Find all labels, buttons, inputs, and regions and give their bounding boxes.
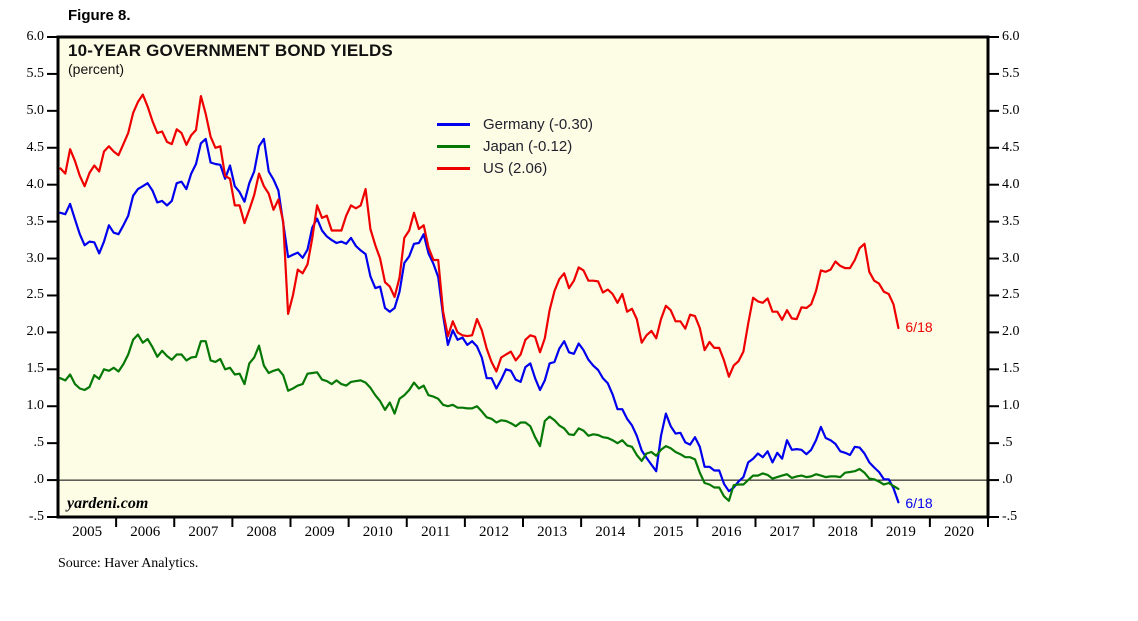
x-axis-label-2017: 2017 [769, 524, 800, 540]
y-axis-label-left: 2.0 [26, 324, 45, 340]
y-axis-label-right: 5.0 [1002, 102, 1020, 118]
legend-label-japan: Japan (-0.12) [483, 137, 573, 155]
legend-label-germany: Germany (-0.30) [483, 115, 594, 133]
y-axis-label-left: 6.0 [26, 29, 45, 44]
x-axis-label-2007: 2007 [188, 524, 219, 540]
source-note: Source: Haver Analytics. [58, 556, 199, 571]
series-line-us [59, 93, 900, 378]
y-axis-label-left: .5 [33, 435, 45, 451]
japan-line-swatch [437, 144, 470, 148]
y-axis-label-right: 6.0 [1002, 29, 1020, 44]
legend-item-japan: Japan (-0.12) [437, 135, 593, 157]
watermark: yardeni.com [67, 495, 149, 512]
y-axis-label-right: 4.0 [1002, 176, 1020, 192]
y-axis-label-right: .5 [1002, 435, 1013, 451]
x-axis-label-2008: 2008 [246, 524, 277, 540]
legend-item-germany: Germany (-0.30) [437, 113, 593, 135]
y-axis-label-left: 4.0 [26, 176, 45, 192]
y-axis-label-right: .0 [1002, 472, 1013, 488]
us-line-swatch [437, 166, 470, 170]
y-axis-label-left: 3.5 [26, 213, 45, 229]
x-axis-label-2014: 2014 [595, 524, 626, 540]
y-axis-label-right: -.5 [1002, 509, 1018, 524]
y-axis-label-left: .0 [33, 472, 45, 488]
chart-title: 10-YEAR GOVERNMENT BOND YIELDS [68, 41, 393, 60]
x-axis-label-2009: 2009 [304, 524, 335, 540]
legend-label-us: US (2.06) [483, 159, 548, 177]
y-axis-label-right: 1.0 [1002, 398, 1020, 414]
y-axis-label-left: 2.5 [26, 287, 45, 303]
x-axis-label-2005: 2005 [72, 524, 103, 540]
series-line-japan [59, 333, 900, 502]
y-axis-label-left: 4.5 [26, 139, 45, 155]
y-axis-label-left: 5.0 [26, 102, 45, 118]
y-axis-label-left: 5.5 [26, 65, 45, 81]
plot-area [56, 35, 990, 519]
y-axis-label-right: 1.5 [1002, 361, 1020, 377]
y-axis-label-right: 2.0 [1002, 324, 1020, 340]
x-axis-label-2010: 2010 [362, 524, 393, 540]
x-axis-label-2013: 2013 [537, 524, 568, 540]
y-axis-label-left: 1.0 [26, 398, 45, 414]
y-axis-label-right: 3.0 [1002, 250, 1020, 266]
us-end-date-label: 6/18 [905, 318, 933, 335]
legend: Germany (-0.30) Japan (-0.12) US (2.06) [437, 113, 593, 179]
series-line-germany [59, 137, 900, 504]
chart-subtitle: (percent) [68, 61, 125, 77]
x-axis-label-2006: 2006 [130, 524, 161, 540]
x-axis-label-2016: 2016 [711, 524, 742, 540]
x-axis-label-2011: 2011 [421, 524, 451, 540]
y-axis-label-left: 3.0 [26, 250, 45, 266]
y-axis-label-right: 3.5 [1002, 213, 1020, 229]
x-axis-label-2020: 2020 [943, 524, 974, 540]
y-axis-label-right: 2.5 [1002, 287, 1020, 303]
legend-item-us: US (2.06) [437, 157, 593, 179]
y-axis-label-right: 4.5 [1002, 139, 1020, 155]
x-axis-label-2012: 2012 [478, 524, 509, 540]
figure-label: Figure 8. [68, 7, 131, 24]
y-axis-label-left: 1.5 [26, 361, 45, 377]
y-axis-label-right: 5.5 [1002, 65, 1020, 81]
y-axis-label-left: -.5 [28, 509, 44, 524]
germany-end-date-label: 6/18 [905, 495, 933, 512]
germany-line-swatch [437, 122, 470, 126]
x-axis-label-2018: 2018 [827, 524, 858, 540]
x-axis-label-2019: 2019 [885, 524, 916, 540]
x-axis-label-2015: 2015 [653, 524, 684, 540]
